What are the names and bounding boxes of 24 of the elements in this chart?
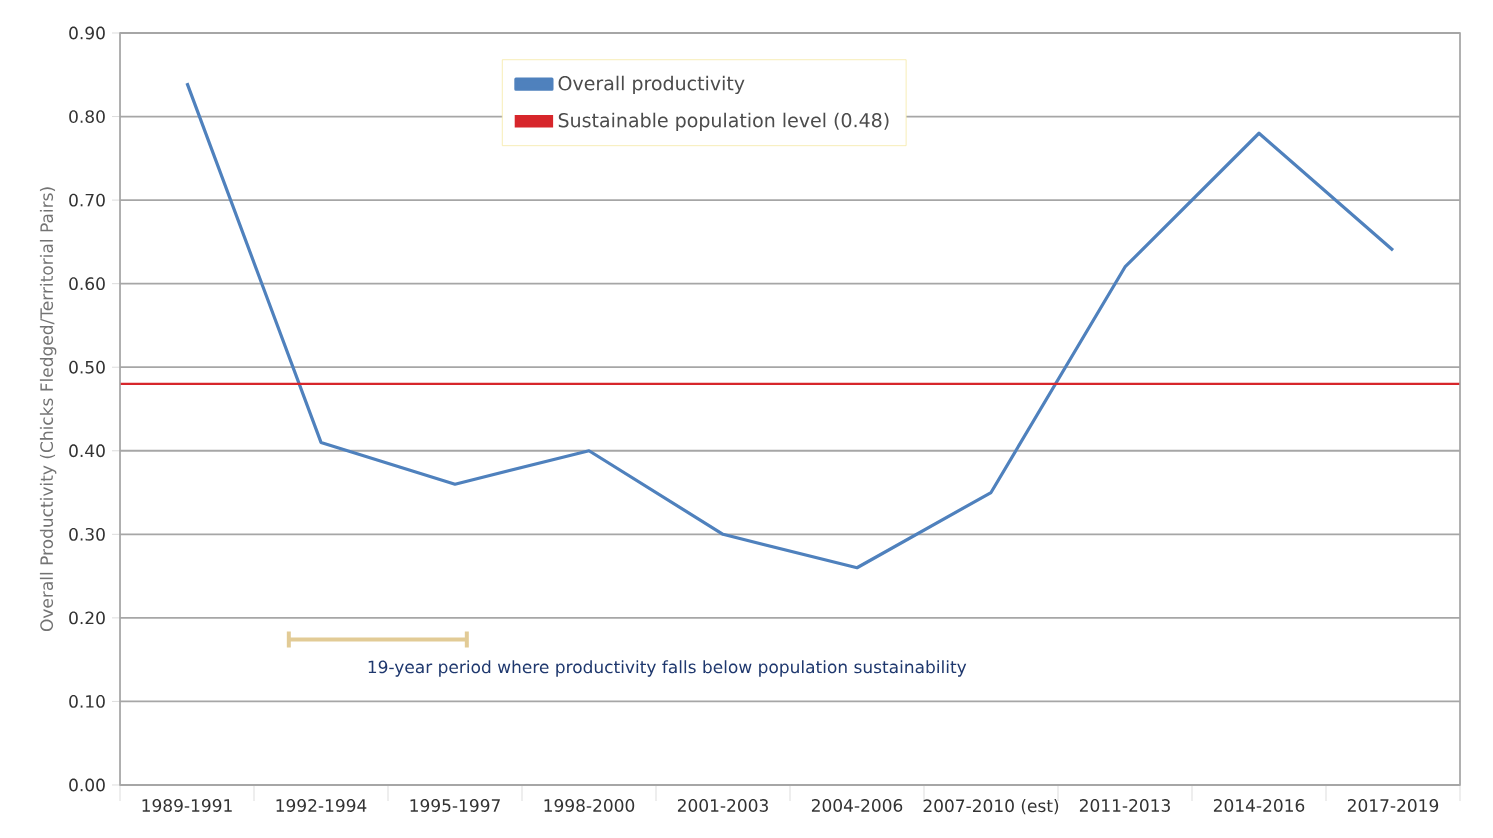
y-tick-label: 0.80 xyxy=(69,110,105,123)
y-tick-label: 0.50 xyxy=(69,360,105,374)
y-tick-label: 0.40 xyxy=(69,444,105,458)
x-tick-label: 2017-2019 xyxy=(1347,799,1439,812)
x-tick-label: 2014-2016 xyxy=(1213,799,1305,812)
x-tick-label: 2001-2003 xyxy=(677,799,768,812)
x-tick-label: 2007-2010 (est) xyxy=(923,799,1059,815)
y-tick-label: 0.60 xyxy=(69,277,105,291)
x-tick-label: 1992-1994 xyxy=(276,799,367,812)
y-tick-label: 0.20 xyxy=(69,611,105,625)
legend-label: Overall productivity xyxy=(558,75,745,95)
y-tick-label: 0.00 xyxy=(69,778,105,792)
y-tick-label: 0.90 xyxy=(69,26,105,40)
x-tick-label: 1995-1997 xyxy=(410,799,500,812)
x-tick-label: 1998-2000 xyxy=(544,799,635,812)
y-axis-title: Overall Productivity (Chicks Fledged/Territorial Pairs) xyxy=(39,187,57,632)
legend-label: Sustainable population level (0.48) xyxy=(558,112,889,132)
y-tick-label: 0.70 xyxy=(69,193,105,207)
y-tick-label: 0.10 xyxy=(69,695,105,708)
x-tick-label: 2004-2006 xyxy=(811,799,903,812)
x-tick-label: 2011-2013 xyxy=(1079,799,1170,812)
y-tick-label: 0.30 xyxy=(69,527,105,541)
annotation: 19-year period where productivity falls below population sustainability xyxy=(368,660,967,677)
x-tick-label: 1989-1991 xyxy=(142,799,232,812)
